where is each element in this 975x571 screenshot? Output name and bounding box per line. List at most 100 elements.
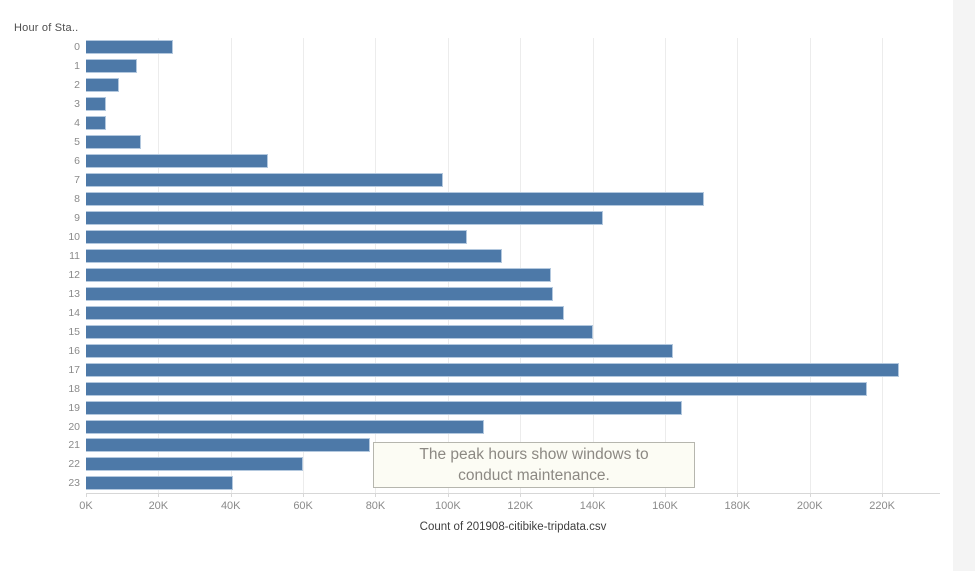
x-axis-tick-label: 40K [220,500,241,512]
x-axis-tick [809,493,811,497]
x-axis-tick-label: 200K [796,500,823,512]
bar-row [86,398,940,417]
bar-row [86,57,940,76]
x-axis-tick-label: 60K [293,500,313,512]
bar-hour-7[interactable] [86,173,444,188]
x-axis-tick [520,493,522,497]
x-axis-tick-label: 20K [148,500,169,512]
gridline [303,38,305,493]
y-axis-label: 9 [74,212,80,225]
x-axis-tick [664,493,666,497]
x-axis-tick-label: 0K [79,500,93,512]
x-axis-tick [447,493,449,497]
y-axis-label: 3 [74,98,80,111]
x-axis-tick [882,493,884,497]
y-axis-label: 16 [68,344,80,357]
bar-hour-15[interactable] [86,324,594,339]
x-axis-tick [303,493,305,497]
row-field-header: Hour of Sta.. [14,22,79,34]
bar-row [86,171,940,190]
bar-hour-11[interactable] [86,248,503,263]
canvas-right-margin [953,0,975,571]
x-axis-tick [592,493,594,497]
x-axis-tick-label: 160K [652,500,678,512]
bar-hour-6[interactable] [86,154,269,169]
bar-row [86,114,940,133]
bar-row [86,209,940,228]
y-axis-label: 5 [74,136,80,149]
y-axis-label: 4 [74,117,80,130]
gridline [882,38,884,493]
plot-area [86,38,940,493]
y-axis-label: 10 [68,231,80,243]
gridline [447,38,449,493]
bar-hour-2[interactable] [86,78,119,93]
bar-row [86,360,940,379]
bar-hour-1[interactable] [86,59,138,74]
y-axis-label: 22 [68,458,80,471]
bar-hour-0[interactable] [86,40,174,55]
y-axis-label: 11 [69,249,80,262]
bar-hour-4[interactable] [86,116,107,131]
gridline [375,38,377,493]
y-axis-label: 8 [74,193,80,206]
y-axis-label: 20 [68,420,80,433]
x-axis-tick-label: 180K [724,500,751,512]
y-axis-label: 7 [74,174,80,187]
x-axis-tick-label: 120K [507,500,534,512]
y-axis-label: 18 [68,382,80,395]
bar-hour-9[interactable] [86,211,603,226]
x-axis-tick-label: 100K [435,500,461,512]
bar-hour-12[interactable] [86,267,552,282]
bar-hour-13[interactable] [86,286,553,301]
bar-row [86,152,940,171]
x-axis-tick [158,493,160,497]
annotation-box: The peak hours show windows to conduct ma… [373,442,695,488]
bar-row [86,474,940,493]
bar-hour-14[interactable] [86,305,565,320]
y-axis-label: 23 [68,477,80,490]
bar-hour-18[interactable] [86,381,867,396]
gridline [664,38,666,493]
bar-hour-3[interactable] [86,97,106,112]
bar-row [86,322,940,341]
x-axis-tick [737,493,739,497]
gridline [592,38,594,493]
gridline [520,38,522,493]
bar-row [86,76,940,95]
bar-hour-5[interactable] [86,135,141,150]
gridline [737,38,739,493]
annotation-text-line: The peak hours show windows to [419,446,649,463]
bar-row [86,379,940,398]
y-axis-label: 19 [68,401,80,414]
y-axis-label: 0 [74,41,80,54]
bar-hour-21[interactable] [86,438,370,453]
bar-hour-20[interactable] [86,419,485,434]
bar-hour-10[interactable] [86,230,468,244]
bar-rows [86,38,940,493]
y-axis-label: 14 [68,306,80,319]
bar-hour-19[interactable] [86,400,682,415]
bar-row [86,95,940,114]
x-axis-tick-label: 140K [579,500,606,512]
y-axis: 0 1 2 3 4 5 6 7 8 9 10 11 12 13 14 15 16 17 18 19 20 21 22 23 [0,38,80,493]
bar-row [86,133,940,152]
y-axis-label: 21 [68,439,80,452]
y-axis-label: 6 [74,155,80,168]
bar-hour-16[interactable] [86,343,673,358]
bar-hour-23[interactable] [86,476,233,491]
x-axis-tick [375,493,377,497]
bar-row [86,265,940,284]
bar-row [86,303,940,322]
bar-hour-8[interactable] [86,192,704,207]
bar-row [86,341,940,360]
y-axis-label: 2 [74,79,80,92]
x-axis-tick-label: 80K [365,500,386,512]
gridline [809,38,811,493]
bar-row [86,190,940,209]
x-axis-title: Count of 201908-citibike-tripdata.csv [419,521,607,533]
bar-row [86,228,940,247]
bar-row [86,38,940,57]
bar-hour-22[interactable] [86,457,304,472]
bar-hour-17[interactable] [86,362,899,377]
